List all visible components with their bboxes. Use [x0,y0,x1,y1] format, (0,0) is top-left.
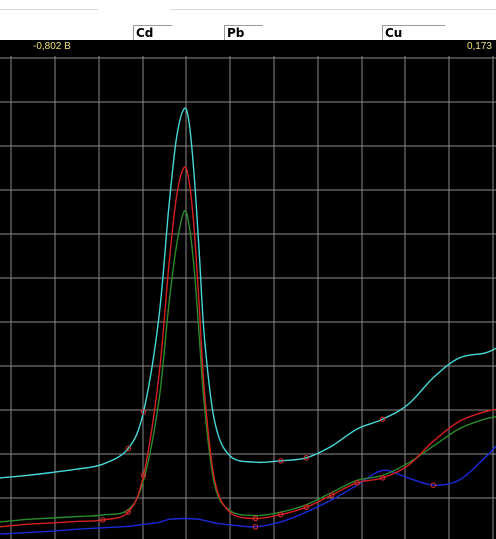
boundary-marker-1-6 [329,492,335,498]
boundary-marker-0-3 [303,455,309,461]
potential-axis-bar: -0,802 В 0,173 [0,40,496,56]
boundary-marker-3-1 [430,482,437,488]
boundary-marker-0-2 [278,458,284,464]
element-marker-strip: Cd Pb Cu [0,0,496,40]
boundary-marker-0-0 [125,445,131,452]
axis-min-label: -0,802 В [33,41,71,52]
boundary-marker-1-1 [125,509,131,515]
axis-max-label: 0,173 [466,41,492,52]
boundary-marker-1-0 [100,517,106,523]
curve-layer [0,107,496,535]
curve-series-1 [0,166,496,528]
boundary-marker-1-3 [252,515,259,522]
boundary-marker-1-8 [379,475,386,481]
element-marker-pb[interactable]: Pb [224,25,263,40]
boundary-marker-1-5 [303,504,309,510]
element-marker-cd[interactable]: Cd [133,25,172,40]
plot-canvas [0,50,496,539]
boundary-marker-1-4 [278,511,284,518]
top-divider-right [170,9,496,10]
grid-layer [0,50,496,539]
boundary-marker-1-2 [140,472,147,479]
peak-marker-layer [100,409,437,530]
boundary-marker-1-7 [354,480,360,486]
boundary-marker-0-1 [140,409,147,415]
top-divider-left [0,9,98,10]
boundary-marker-0-4 [379,416,386,422]
boundary-marker-3-0 [252,524,259,530]
curve-series-3 [0,445,496,535]
curve-series-2 [0,209,496,523]
voltammogram-plot[interactable]: -0,802 В 0,173 [0,40,496,539]
curve-series-0 [0,107,496,479]
element-marker-cu[interactable]: Cu [382,25,445,40]
